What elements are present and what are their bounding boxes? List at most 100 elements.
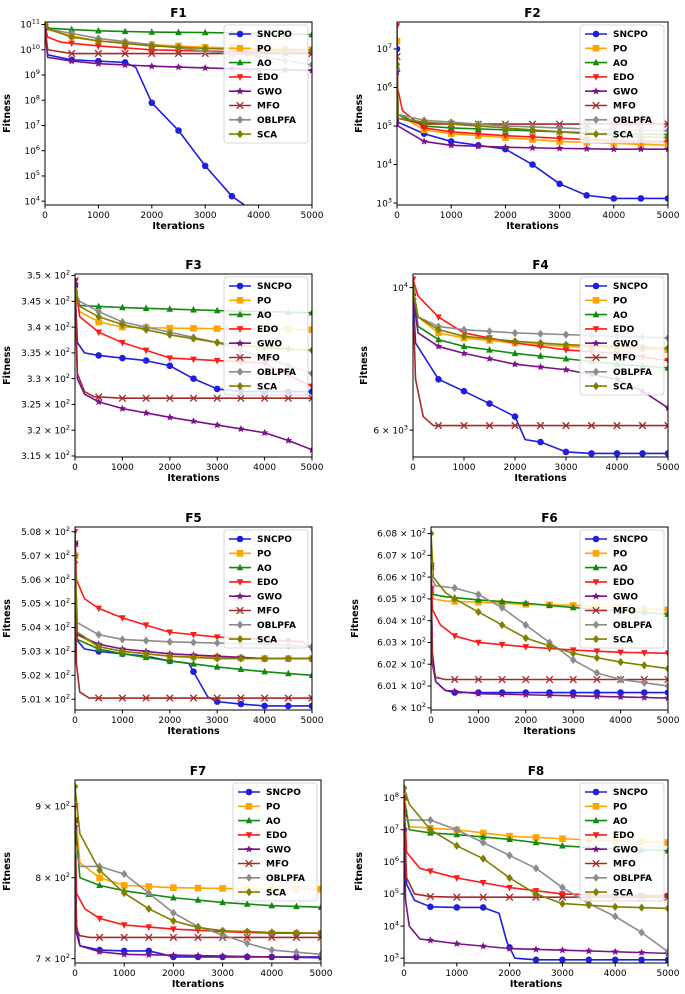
y-tick-label: 6.02 × 102: [377, 657, 426, 670]
marker-sca: [611, 902, 619, 911]
marker-gwo: [474, 689, 483, 697]
marker-edo: [213, 357, 221, 365]
series-gwo: [75, 276, 312, 454]
marker-ao: [219, 898, 226, 906]
legend-label-oblpfa: OBLPFA: [257, 116, 296, 126]
marker-ao: [166, 305, 174, 312]
legend-label-po: PO: [613, 45, 628, 55]
legend-label-mfo: MFO: [613, 607, 636, 617]
x-tick-label: 2000: [514, 716, 537, 726]
marker-sncpo: [148, 99, 156, 107]
legend-marker-sca: [592, 888, 600, 897]
marker-edo: [475, 131, 482, 138]
marker-gwo: [593, 692, 601, 700]
plot-frame: [403, 779, 669, 964]
marker-sca: [166, 652, 174, 661]
marker-oblpfa: [638, 928, 645, 937]
plot-frame: [74, 273, 313, 458]
y-tick-label: 5.08 × 102: [21, 525, 70, 538]
marker-sca: [502, 123, 509, 133]
y-tick-label: 104: [376, 158, 392, 171]
legend-marker-edo: [236, 579, 244, 586]
marker-sca: [170, 916, 177, 925]
marker-gwo: [637, 145, 645, 153]
marker-sca: [486, 334, 493, 343]
marker-ao: [479, 833, 487, 840]
marker-po: [317, 885, 321, 893]
marker-sca: [427, 825, 434, 834]
y-tick-label: 104: [383, 919, 399, 932]
legend-label-po: PO: [613, 297, 628, 307]
y-tick-label: 107: [24, 119, 40, 132]
marker-gwo: [75, 822, 79, 831]
marker-sncpo: [529, 161, 536, 168]
marker-sca: [638, 903, 645, 912]
marker-oblpfa: [486, 327, 493, 336]
marker-edo: [75, 529, 79, 536]
x-tick-label: 3000: [551, 969, 574, 979]
x-axis-label: Iterations: [510, 979, 563, 990]
marker-sncpo: [282, 216, 289, 223]
marker-mfo: [189, 694, 198, 702]
marker-oblpfa: [453, 825, 461, 834]
legend-marker-mfo: [592, 353, 600, 362]
marker-sca: [119, 647, 126, 656]
marker-sncpo: [285, 702, 292, 710]
marker-gwo: [308, 445, 312, 454]
marker-po: [664, 839, 668, 846]
legend-label-edo: EDO: [613, 73, 635, 83]
legend-label-ao: AO: [613, 59, 628, 69]
marker-sncpo: [664, 195, 668, 202]
y-tick-label: 104: [24, 194, 40, 207]
marker-sca: [460, 332, 468, 341]
legend-label-ao: AO: [257, 59, 272, 69]
marker-oblpfa: [522, 620, 530, 630]
marker-mfo: [237, 694, 245, 702]
marker-sncpo: [610, 195, 618, 202]
marker-sca: [475, 607, 482, 617]
y-tick-label: 5.03 × 102: [21, 645, 70, 658]
marker-mfo: [94, 49, 103, 58]
marker-edo: [95, 605, 102, 613]
legend-marker-gwo: [236, 592, 244, 600]
panel-title: F6: [541, 511, 558, 525]
marker-ao: [293, 902, 300, 910]
marker-sncpo: [638, 956, 645, 963]
marker-mfo: [284, 394, 293, 402]
marker-po: [170, 884, 177, 891]
marker-edo: [142, 347, 150, 355]
legend-label-oblpfa: OBLPFA: [257, 368, 296, 378]
legend-label-gwo: GWO: [257, 339, 282, 349]
legend-box: [223, 276, 309, 396]
legend-label-sca: SCA: [613, 382, 633, 392]
marker-gwo: [243, 952, 251, 960]
legend-label-oblpfa: OBLPFA: [257, 621, 296, 631]
marker-mfo: [562, 421, 570, 430]
series-mfo: [413, 298, 668, 430]
marker-sca: [431, 529, 435, 538]
marker-mfo: [142, 394, 150, 402]
y-tick-label: 1010: [20, 43, 40, 56]
marker-sca: [397, 60, 401, 69]
marker-sncpo: [460, 387, 468, 395]
marker-sncpo: [190, 375, 197, 382]
series-gwo: [404, 825, 668, 957]
series-sca: [75, 551, 312, 663]
marker-ao: [261, 667, 268, 675]
marker-edo: [190, 356, 197, 364]
y-axis-label: Fitness: [354, 94, 365, 133]
marker-oblpfa: [243, 939, 251, 948]
marker-ao: [562, 354, 570, 362]
plot-frame: [396, 21, 669, 206]
marker-edo: [475, 639, 482, 647]
legend-label-edo: EDO: [613, 325, 635, 335]
y-tick-label: 105: [383, 887, 399, 900]
marker-po: [532, 834, 540, 841]
marker-po: [166, 324, 174, 332]
legend-marker-mfo: [592, 859, 600, 868]
marker-sca: [447, 119, 455, 129]
marker-sca: [95, 642, 102, 651]
marker-sncpo: [486, 400, 493, 407]
legend-marker-mfo: [236, 353, 244, 362]
x-tick-label: 1000: [111, 463, 134, 473]
